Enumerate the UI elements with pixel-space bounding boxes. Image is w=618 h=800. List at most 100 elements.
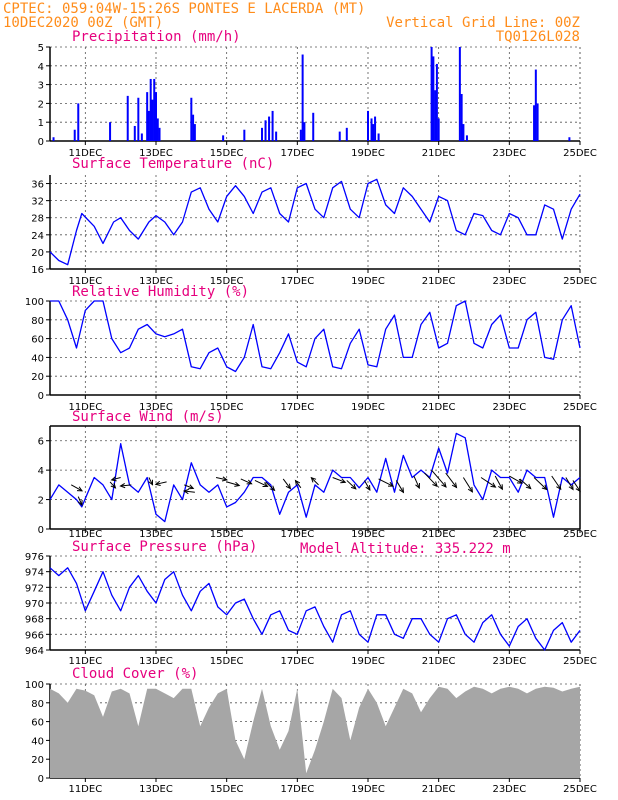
precipitation-bar (271, 110, 274, 141)
wind-arrow-head (148, 479, 154, 486)
precipitation-xtick-label: 25DEC (563, 148, 597, 159)
precipitation-bar (192, 114, 195, 141)
precipitation-bar (193, 124, 196, 141)
precipitation-bar (155, 92, 157, 141)
wind-arrow-head (188, 484, 195, 490)
precipitation-bar (568, 137, 571, 141)
precipitation-bar (109, 122, 112, 141)
pressure-line (49, 567, 581, 651)
wind-arrow-shaft (310, 477, 319, 486)
humidity-title: Relative Humidity (%) (72, 284, 249, 300)
precipitation-title: Precipitation (mm/h) (72, 29, 241, 45)
humidity-ytick-label: 40 (31, 353, 44, 364)
wind-arrow-shaft (445, 472, 457, 488)
humidity-xtick-label: 15DEC (210, 402, 244, 413)
wind-xtick-label: 13DEC (139, 529, 173, 540)
precipitation-bar (137, 97, 140, 141)
precipitation-bar (458, 47, 461, 141)
humidity-xtick-label: 23DEC (492, 402, 526, 413)
wind-arrow-head (350, 484, 357, 490)
temperature-xtick-label: 17DEC (280, 276, 314, 287)
wind-arrow-shaft (184, 490, 195, 493)
precipitation-bar (367, 110, 369, 141)
precipitation-bar (151, 99, 154, 141)
temperature-xtick-label: 15DEC (210, 276, 244, 287)
header-model-code: TQ0126L028 (496, 29, 580, 45)
wind-arrow-shaft (295, 480, 302, 489)
wind-arrow-shaft (395, 480, 404, 493)
precipitation-xtick-label: 11DEC (68, 148, 102, 159)
precipitation-bar (372, 124, 375, 141)
precipitation-bar (158, 127, 161, 141)
pressure-xtick-label: 15DEC (210, 656, 244, 667)
header-date-line: 10DEC2020 00Z (GMT) (3, 15, 163, 31)
wind-arrow-shaft (215, 477, 227, 481)
precipitation-bar (370, 118, 373, 141)
wind-arrow-head (182, 488, 189, 495)
wind-arrow-head (234, 481, 241, 487)
temperature-ytick-label: 36 (31, 180, 44, 191)
temperature-xtick-label: 19DEC (351, 276, 385, 287)
header: CPTEC: 059:04W-15:26S PONTES E LACERDA (… (3, 1, 580, 557)
wind-arrow-head (294, 479, 301, 486)
cloud-cover-title: Cloud Cover (%) (72, 666, 198, 682)
wind-ytick-label: 4 (38, 466, 44, 477)
precipitation-bar (462, 124, 465, 141)
cloud-cover-xtick-label: 11DEC (68, 784, 102, 795)
precipitation-bar (133, 125, 136, 141)
precipitation-panel: 0 1 2 3 4 5 11DEC 13DEC 15DEC 17DEC 19DEC 21DEC 23DE… (38, 29, 597, 159)
pressure-ytick-label: 974 (25, 568, 44, 579)
precipitation-bar (73, 129, 76, 141)
precipitation-bar (536, 103, 539, 141)
wind-arrow-head (110, 476, 117, 482)
precipitation-bar (434, 90, 437, 141)
precipitation-ytick-label: 5 (38, 43, 44, 54)
precipitation-bar (52, 137, 55, 141)
precipitation-bar (147, 110, 150, 141)
cloud-cover-area (50, 686, 580, 778)
precipitation-ytick-label: 1 (38, 118, 44, 129)
precipitation-xtick-label: 21DEC (422, 148, 456, 159)
precipitation-xtick-label: 23DEC (492, 148, 526, 159)
humidity-ytick-label: 100 (25, 297, 44, 308)
cloud-cover-ytick-label: 60 (31, 718, 44, 729)
wind-arrow-shaft (240, 478, 252, 485)
wind-arrow-head (76, 486, 84, 492)
precipitation-bar (77, 103, 80, 141)
humidity-line (50, 300, 581, 373)
precipitation-bar (338, 131, 341, 141)
wind-arrow-head (441, 481, 447, 488)
wind-arrow-head (262, 482, 269, 487)
panels: 0 1 2 3 4 5 11DEC 13DEC 15DEC 17DEC 19DEC 21DEC 23DE… (25, 29, 597, 795)
precipitation-bar (190, 97, 193, 141)
precipitation-bar (299, 129, 302, 141)
temperature-title: Surface Temperature (nC) (72, 156, 274, 172)
wind-arrow-head (568, 484, 574, 491)
temperature-xtick-label: 21DEC (422, 276, 456, 287)
humidity-panel: 0 20 40 60 80 100 11DEC 13DEC 15DEC 17DEC 19DEC 21D… (25, 284, 597, 413)
wind-xtick-label: 15DEC (210, 529, 244, 540)
cloud-cover-ytick-label: 0 (38, 774, 44, 785)
wind-arrow-shaft (346, 480, 357, 490)
wind-arrow-shaft (226, 481, 240, 486)
wind-arrow-shaft (509, 475, 523, 484)
wind-arrow-head (154, 480, 161, 486)
temperature-ytick-label: 24 (31, 231, 44, 242)
precipitation-bar (432, 56, 435, 141)
wind-arrow-shaft (111, 477, 121, 481)
wind-xtick-label: 21DEC (422, 529, 456, 540)
wind-arrow-head (498, 484, 503, 491)
pressure-ytick-label: 964 (25, 646, 44, 657)
wind-ytick-label: 0 (38, 525, 44, 536)
temperature-xtick-label: 25DEC (563, 276, 597, 287)
pressure-title: Surface Pressure (hPa) (72, 539, 257, 555)
wind-arrow-head (399, 487, 405, 494)
temperature-xtick-label: 23DEC (492, 276, 526, 287)
wind-panel: 0 2 4 6 11DEC 13DEC 15DEC 17DEC 19DEC 21DEC 23DEC 2… (38, 409, 597, 540)
model-altitude-label: Model Altitude: 335.222 m (300, 541, 511, 557)
precipitation-bar (312, 112, 315, 141)
precipitation-ytick-label: 4 (38, 62, 44, 73)
pressure-xtick-label: 17DEC (280, 656, 314, 667)
wind-arrow-shaft (282, 478, 291, 489)
